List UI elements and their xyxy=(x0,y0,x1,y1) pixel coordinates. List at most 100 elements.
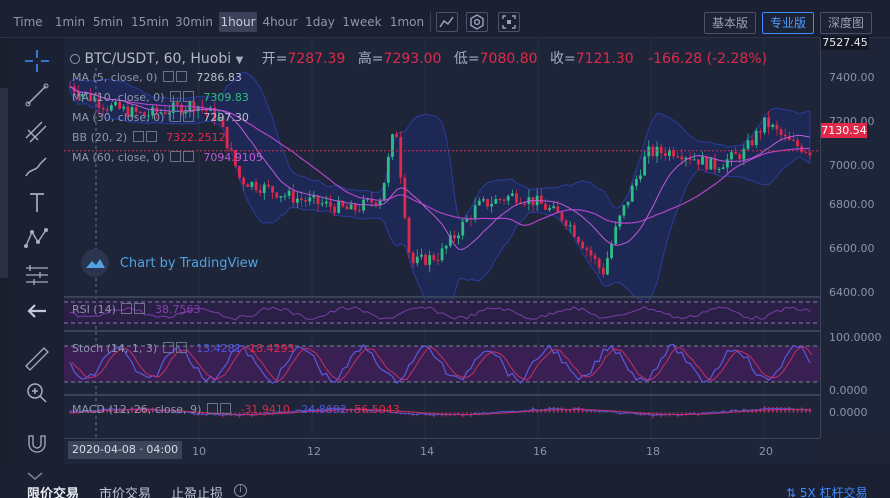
candle-body xyxy=(610,243,613,259)
ma10-label: MA (10, close, 0) xyxy=(72,91,165,104)
stoch-settings-icon[interactable] xyxy=(162,342,174,353)
ma10-settings-icon[interactable] xyxy=(169,91,181,102)
macd-bar xyxy=(350,408,352,413)
brush-icon[interactable] xyxy=(20,152,54,182)
stoch-close-icon[interactable] xyxy=(175,342,187,353)
macd-bar xyxy=(110,406,113,413)
ma30-settings-icon[interactable] xyxy=(169,111,181,122)
macd-bar xyxy=(594,410,596,413)
candle-body xyxy=(196,106,200,112)
timeframe-time[interactable]: Time xyxy=(13,15,43,29)
candle-body xyxy=(614,226,618,244)
macd-bar xyxy=(569,408,572,413)
settings-icon[interactable] xyxy=(466,12,488,32)
time-tick: 14 xyxy=(420,445,434,458)
time-axis[interactable]: 10 12 14 16 18 20 xyxy=(64,438,820,464)
price-chart[interactable]: Chart by TradingView xyxy=(64,38,820,438)
candle-body xyxy=(374,202,378,206)
candle-body xyxy=(415,256,419,264)
candle-body xyxy=(163,112,167,115)
ma10-close-icon[interactable] xyxy=(182,91,194,102)
timeframe-1week[interactable]: 1week xyxy=(342,15,382,29)
bb-settings-icon[interactable] xyxy=(132,131,144,142)
time-tick: 20 xyxy=(759,445,773,458)
time-tick: 10 xyxy=(192,445,206,458)
ma30-close-icon[interactable] xyxy=(182,111,194,122)
rsi-legend[interactable]: RSI (14) 38.7563 xyxy=(72,303,200,316)
pattern-icon[interactable] xyxy=(20,224,54,254)
timeframe-1day[interactable]: 1day xyxy=(305,15,335,29)
candle-body xyxy=(221,117,225,127)
stoch-legend[interactable]: Stoch (14, 1, 3) 13.4281 18.4293 xyxy=(72,342,295,355)
ma10-legend[interactable]: MA (10, close, 0) 7309.83 xyxy=(72,91,249,104)
ma5-close-icon[interactable] xyxy=(175,71,187,82)
view-basic-button[interactable]: 基本版 xyxy=(704,12,756,34)
measure-icon[interactable] xyxy=(20,260,54,290)
chart-canvas[interactable] xyxy=(64,38,820,438)
rsi-close-icon[interactable] xyxy=(134,303,146,314)
candle-body xyxy=(85,93,88,95)
ma30-value: 7297.30 xyxy=(203,111,249,124)
fullscreen-icon[interactable] xyxy=(498,12,520,32)
candle-body xyxy=(444,245,448,249)
ma30-legend[interactable]: MA (30, close, 0) 7297.30 xyxy=(72,111,249,124)
tab-market-order[interactable]: 市价交易 xyxy=(99,487,152,498)
rsi-settings-icon[interactable] xyxy=(121,303,133,314)
candle-body xyxy=(510,193,514,196)
ma60-legend[interactable]: MA (60, close, 0) 7094.9105 xyxy=(72,151,263,164)
candle-body xyxy=(337,201,341,213)
bb-close-icon[interactable] xyxy=(145,131,157,142)
fib-retracement-icon[interactable] xyxy=(20,116,54,146)
candle-body xyxy=(213,107,217,121)
info-icon[interactable]: i xyxy=(234,484,247,497)
indicator-icon[interactable] xyxy=(436,12,458,32)
candle-body xyxy=(461,221,465,236)
timeframe-5min[interactable]: 5min xyxy=(92,15,124,29)
macd-bar xyxy=(238,412,241,419)
tab-stop-order[interactable]: 止盈止损 xyxy=(171,487,224,498)
collapse-icon[interactable] xyxy=(16,470,54,480)
candle-body xyxy=(564,220,568,226)
macd-legend[interactable]: MACD (12, 26, close, 9) -31.9410 -24.869… xyxy=(72,403,400,416)
back-arrow-icon[interactable] xyxy=(20,296,54,326)
ma60-close-icon[interactable] xyxy=(182,151,194,162)
candle-body xyxy=(395,134,398,138)
symbol-dropdown-icon[interactable]: ▼ xyxy=(235,55,244,66)
timeframe-30min[interactable]: 30min xyxy=(175,15,213,29)
price-axis[interactable]: 7400.00 7200.00 7000.00 6800.00 6600.00 … xyxy=(820,38,890,438)
bb-legend[interactable]: BB (20, 2) 7322.2512 xyxy=(72,131,226,144)
timeframe-4hour[interactable]: 4hour xyxy=(262,15,298,29)
view-pro-button[interactable]: 专业版 xyxy=(762,12,814,34)
candle-body xyxy=(238,166,241,178)
macd-settings-icon[interactable] xyxy=(206,403,218,414)
leverage-link[interactable]: ⇅ 5X 杠杆交易 xyxy=(786,484,868,498)
macd-bar xyxy=(784,407,786,413)
symbol-title[interactable]: BTC/USDT, 60, Huobi xyxy=(84,51,232,67)
stoch-k-value: 13.4281 xyxy=(196,342,242,355)
macd-close-icon[interactable] xyxy=(219,403,231,414)
candle-body xyxy=(76,91,80,97)
high-value: 7293.00 xyxy=(383,51,442,67)
timeframe-1mon[interactable]: 1mon xyxy=(389,15,425,29)
text-tool-icon[interactable] xyxy=(20,188,54,218)
ma60-settings-icon[interactable] xyxy=(169,151,181,162)
macd-bar xyxy=(164,409,166,413)
zoom-in-icon[interactable] xyxy=(20,378,54,408)
timeframe-1hour[interactable]: 1hour xyxy=(219,12,257,32)
candle-body xyxy=(606,258,609,275)
candle-body xyxy=(130,107,134,117)
candle-body xyxy=(515,193,518,203)
tab-limit-order[interactable]: 限价交易 xyxy=(27,487,80,498)
ruler-icon[interactable] xyxy=(20,342,54,372)
timeframe-15min[interactable]: 15min xyxy=(131,15,169,29)
candle-body xyxy=(746,140,750,149)
magnet-icon[interactable] xyxy=(20,428,54,458)
candle-body xyxy=(725,159,729,168)
stoch-d-value: 18.4293 xyxy=(249,342,295,355)
ma5-settings-icon[interactable] xyxy=(162,71,174,82)
view-depth-button[interactable]: 深度图 xyxy=(820,12,872,34)
trend-line-icon[interactable] xyxy=(20,80,54,110)
timeframe-1min[interactable]: 1min xyxy=(54,15,86,29)
ma5-legend[interactable]: MA (5, close, 0) 7286.83 xyxy=(72,71,242,84)
crosshair-icon[interactable] xyxy=(20,46,54,76)
